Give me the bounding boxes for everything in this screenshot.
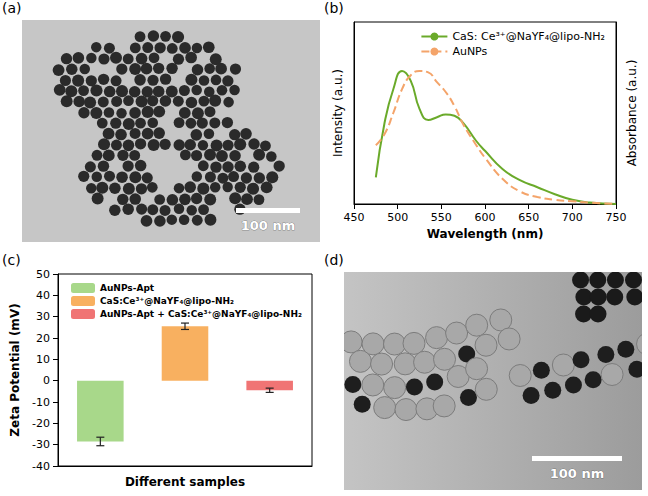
svg-text:650: 650 (518, 211, 539, 224)
svg-text:500: 500 (387, 211, 408, 224)
html-text:(b): (b) (324, 0, 344, 16)
svg-text:100 nm: 100 nm (241, 218, 295, 233)
svg-text:-10: -10 (32, 396, 50, 409)
svg-text:-30: -30 (32, 438, 50, 451)
html-text:(d): (d) (324, 252, 344, 268)
svg-text:AuNPs-Apt: AuNPs-Apt (100, 283, 155, 293)
svg-text:AuNPs: AuNPs (452, 45, 487, 58)
svg-text:40: 40 (36, 289, 50, 302)
svg-text:550: 550 (431, 211, 452, 224)
svg-text:Absorbance (a.u.): Absorbance (a.u.) (625, 60, 639, 167)
svg-text:0: 0 (43, 374, 50, 387)
svg-text:CaS: Ce³⁺@NaYF₄@lipo-NH₂: CaS: Ce³⁺@NaYF₄@lipo-NH₂ (452, 30, 605, 43)
svg-text:600: 600 (475, 211, 496, 224)
svg-text:Different samples: Different samples (125, 475, 245, 489)
svg-text:30: 30 (36, 310, 50, 323)
svg-text:50: 50 (36, 268, 50, 281)
svg-text:20: 20 (36, 332, 50, 345)
svg-text:-40: -40 (32, 460, 50, 473)
svg-text:750: 750 (606, 211, 627, 224)
svg-text:-20: -20 (32, 417, 50, 430)
svg-text:Zeta Potential (mV): Zeta Potential (mV) (8, 303, 22, 436)
svg-text:Intensity (a.u.): Intensity (a.u.) (331, 69, 345, 157)
svg-text:Wavelength (nm): Wavelength (nm) (427, 227, 544, 241)
svg-text:CaS:Ce³⁺@NaYF₄@lipo-NH₂: CaS:Ce³⁺@NaYF₄@lipo-NH₂ (100, 296, 234, 306)
svg-text:10: 10 (36, 353, 50, 366)
svg-text:100 nm: 100 nm (550, 466, 604, 481)
html-text:(c): (c) (2, 252, 21, 268)
svg-text:450: 450 (344, 211, 365, 224)
svg-text:AuNPs-Apt + CaS:Ce³⁺@NaYF₄@lip: AuNPs-Apt + CaS:Ce³⁺@NaYF₄@lipo-NH₂ (100, 309, 302, 319)
svg-text:700: 700 (562, 211, 583, 224)
html-text:(a): (a) (2, 0, 22, 16)
